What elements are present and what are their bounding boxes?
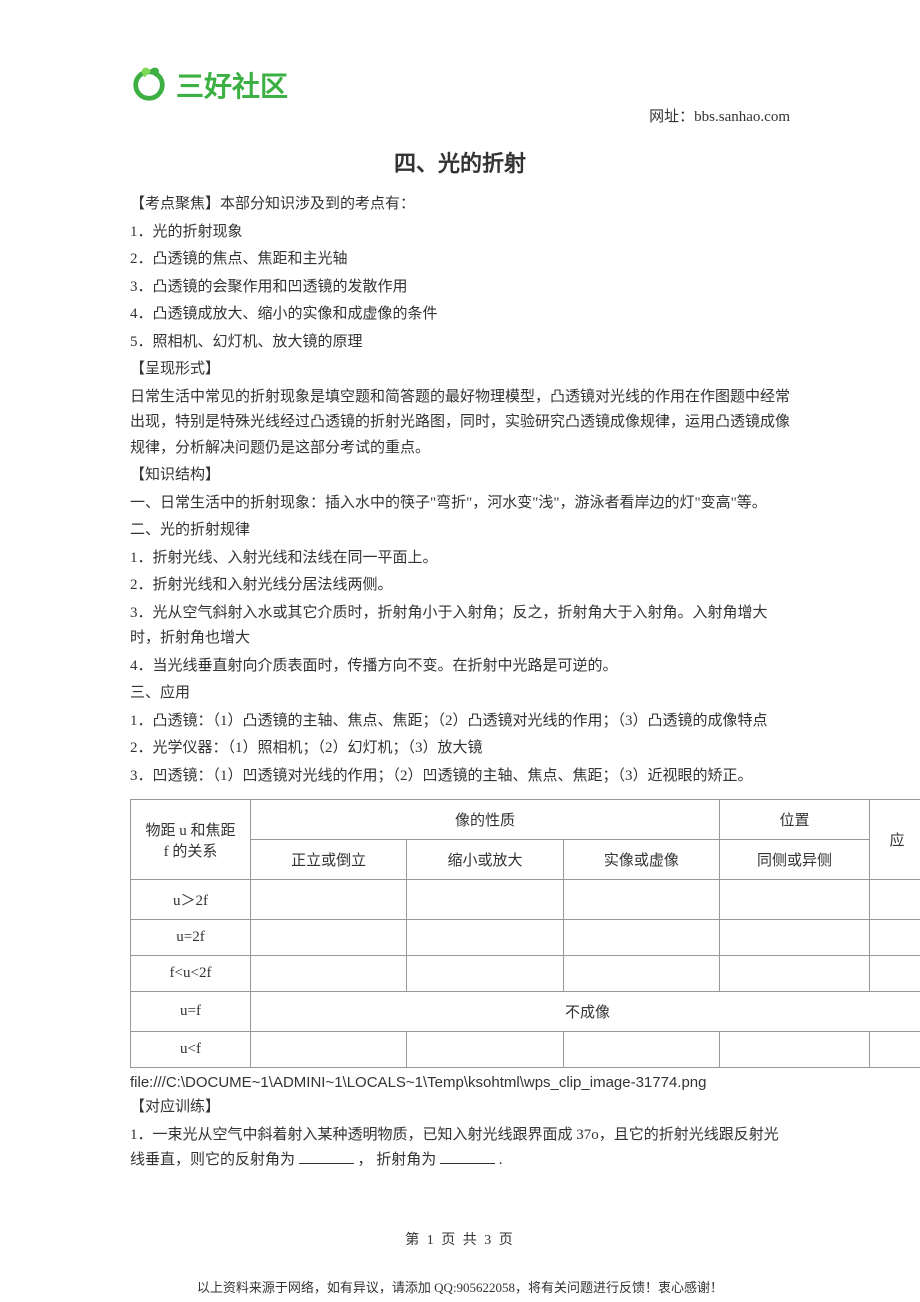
lens-table: 物距 u 和焦距 f 的关系 像的性质 位置 应 正立或倒立 缩小或放大 实像或… [130, 799, 790, 1068]
th-application: 应 [870, 800, 920, 880]
zhishi-1: 一、日常生活中的折射现象：插入水中的筷子"弯折"，河水变"浅"，游泳者看岸边的灯… [130, 491, 790, 517]
blank-reflection-angle [299, 1149, 354, 1164]
training-q1: 1．一束光从空气中斜着射入某种透明物质，已知入射光线跟界面成 37o，且它的折射… [130, 1123, 790, 1174]
cell-empty [870, 920, 920, 956]
training-q1-text-b: ， 折射角为 [358, 1152, 437, 1168]
training-q1-text-c: . [499, 1152, 503, 1168]
footer-disclaimer: 以上资料来源于网络，如有异议，请添加 QQ:905622058，将有关问题进行反… [130, 1277, 790, 1296]
logo: 三好社区 [130, 65, 288, 105]
zhishi-2-item: 3．光从空气斜射入水或其它介质时，折射角小于入射角；反之，折射角大于入射角。入射… [130, 601, 790, 652]
cell-empty [720, 920, 870, 956]
cell-empty [870, 956, 920, 992]
section-chengxian-header: 【呈现形式】 [130, 357, 790, 383]
cell-empty [720, 880, 870, 920]
cell-empty [870, 1032, 920, 1068]
kaodian-item: 3．凸透镜的会聚作用和凹透镜的发散作用 [130, 275, 790, 301]
site-url: 网址：bbs.sanhao.com [649, 105, 790, 126]
cell-empty [720, 1032, 870, 1068]
kaodian-item: 4．凸透镜成放大、缩小的实像和成虚像的条件 [130, 302, 790, 328]
zhishi-3-item: 1．凸透镜：（1）凸透镜的主轴、焦点、焦距；（2）凸透镜对光线的作用；（3）凸透… [130, 709, 790, 735]
kaodian-item: 2．凸透镜的焦点、焦距和主光轴 [130, 247, 790, 273]
row-u-eq-f: u=f [131, 992, 251, 1032]
cell-empty [870, 880, 920, 920]
zhishi-2-item: 2．折射光线和入射光线分居法线两侧。 [130, 573, 790, 599]
zhishi-2: 二、光的折射规律 [130, 518, 790, 544]
cell-empty [407, 880, 563, 920]
th-side: 同侧或异侧 [720, 840, 870, 880]
cell-empty [407, 1032, 563, 1068]
cell-no-image: 不成像 [251, 992, 920, 1032]
zhishi-2-item: 1．折射光线、入射光线和法线在同一平面上。 [130, 546, 790, 572]
cell-empty [720, 956, 870, 992]
zhishi-3: 三、应用 [130, 681, 790, 707]
logo-icon [130, 66, 168, 104]
row-u-lt-f: u<f [131, 1032, 251, 1068]
cell-empty [563, 1032, 719, 1068]
cell-empty [251, 1032, 407, 1068]
th-relation: 物距 u 和焦距 f 的关系 [131, 800, 251, 880]
section-zhishi-header: 【知识结构】 [130, 463, 790, 489]
chengxian-body: 日常生活中常见的折射现象是填空题和简答题的最好物理模型，凸透镜对光线的作用在作图… [130, 385, 790, 462]
th-realvirtual: 实像或虚像 [563, 840, 719, 880]
th-size: 缩小或放大 [407, 840, 563, 880]
cell-empty [407, 956, 563, 992]
row-u-eq-2f: u=2f [131, 920, 251, 956]
blank-refraction-angle [440, 1149, 495, 1164]
cell-empty [251, 956, 407, 992]
kaodian-item: 1．光的折射现象 [130, 220, 790, 246]
cell-empty [251, 920, 407, 956]
page-title: 四、光的折射 [130, 146, 790, 178]
zhishi-3-item: 3．凹透镜：（1）凹透镜对光线的作用；（2）凹透镜的主轴、焦点、焦距；（3）近视… [130, 764, 790, 790]
cell-empty [407, 920, 563, 956]
th-position: 位置 [720, 800, 870, 840]
page-header: 三好社区 网址：bbs.sanhao.com [0, 65, 920, 126]
section-kaodian-header: 【考点聚焦】本部分知识涉及到的考点有： [130, 192, 790, 218]
page-number: 第 1 页 共 3 页 [130, 1229, 790, 1249]
document-body: 四、光的折射 【考点聚焦】本部分知识涉及到的考点有： 1．光的折射现象 2．凸透… [0, 146, 920, 1296]
file-path-placeholder: file:///C:\DOCUME~1\ADMINI~1\LOCALS~1\Te… [130, 1074, 790, 1091]
kaodian-item: 5．照相机、幻灯机、放大镜的原理 [130, 330, 790, 356]
cell-empty [563, 956, 719, 992]
th-upright: 正立或倒立 [251, 840, 407, 880]
th-image-nature: 像的性质 [251, 800, 720, 840]
cell-empty [563, 920, 719, 956]
row-f-lt-u-lt-2f: f<u<2f [131, 956, 251, 992]
cell-empty [563, 880, 719, 920]
logo-text: 三好社区 [176, 65, 288, 105]
zhishi-2-item: 4．当光线垂直射向介质表面时，传播方向不变。在折射中光路是可逆的。 [130, 654, 790, 680]
cell-empty [251, 880, 407, 920]
zhishi-3-item: 2．光学仪器：（1）照相机；（2）幻灯机；（3）放大镜 [130, 736, 790, 762]
training-header: 【对应训练】 [130, 1095, 790, 1121]
row-u-gt-2f: u＞2f [131, 880, 251, 920]
